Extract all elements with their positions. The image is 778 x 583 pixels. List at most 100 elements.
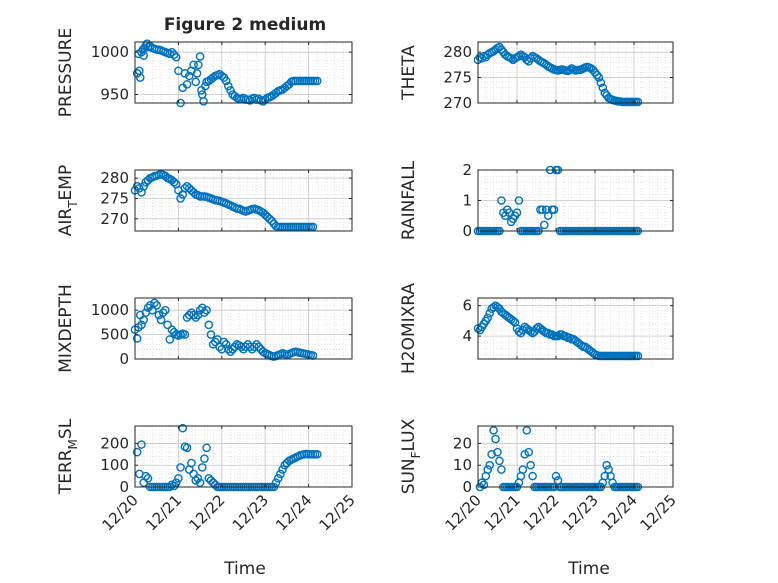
data-point: [276, 469, 285, 479]
y-tick-label: 500: [100, 326, 129, 344]
axes-box: [134, 169, 353, 232]
data-point: [485, 460, 495, 470]
y-tick-label: 200: [100, 434, 129, 452]
data-point: [543, 211, 553, 221]
y-tick-label: 100: [100, 456, 129, 474]
y-tick-label: 1: [462, 192, 472, 210]
data-point: [312, 450, 322, 459]
data-point: [273, 473, 283, 483]
data-point: [150, 298, 159, 308]
data-point: [280, 460, 290, 470]
data-point: [489, 426, 498, 435]
x-axis-label-left: Time: [223, 559, 266, 579]
data-point: [592, 70, 602, 80]
data-point: [202, 305, 211, 315]
data-point: [169, 50, 179, 60]
data-point: [171, 478, 181, 487]
data-point: [226, 85, 235, 95]
y-tick-label: 6: [462, 297, 472, 315]
x-axis-label-right: Time: [567, 559, 610, 579]
data-point: [271, 478, 281, 487]
data-point: [148, 305, 157, 315]
y-tick-label: 280: [100, 169, 129, 187]
data-point: [158, 308, 168, 317]
data-point: [195, 52, 205, 61]
data-point: [171, 52, 181, 62]
data-point: [137, 320, 146, 330]
data-point: [152, 301, 161, 310]
y-tick-label: 10: [453, 456, 472, 474]
data-point: [191, 313, 201, 322]
data-point: [493, 447, 502, 457]
data-point: [278, 465, 287, 474]
data-point: [189, 310, 198, 320]
data-point: [184, 71, 194, 81]
data-point: [518, 465, 528, 474]
y-tick-label: 0: [462, 478, 472, 496]
data-point: [265, 214, 274, 224]
data-point: [139, 315, 148, 325]
data-point: [512, 208, 522, 217]
data-point: [312, 76, 322, 86]
data-point: [479, 480, 489, 490]
y-axis-label: MIXDEPTH: [56, 284, 76, 373]
data-point: [514, 51, 524, 61]
data-point: [514, 327, 524, 336]
data-point: [224, 81, 233, 91]
data-point: [193, 473, 203, 483]
data-point: [598, 83, 608, 93]
data-point: [228, 344, 237, 354]
data-point: [226, 347, 235, 356]
y-tick-label: 0: [462, 222, 472, 240]
data-point: [187, 458, 196, 468]
axes-box: [477, 41, 674, 104]
data-point: [258, 347, 268, 356]
data-point: [514, 196, 524, 205]
data-point: [271, 88, 281, 98]
subplot-4: 0 1 2 RAINFALL: [399, 160, 674, 240]
data-point: [497, 465, 506, 474]
data-point: [526, 460, 535, 470]
data-point: [633, 351, 643, 361]
axes-box: [134, 41, 353, 104]
y-tick-label: 0: [119, 478, 129, 496]
y-tick-label: 0: [119, 350, 129, 368]
axes-box: [134, 425, 353, 488]
data-point: [206, 476, 216, 485]
data-point: [197, 303, 207, 313]
data-point: [165, 335, 175, 344]
y-tick-label: 1000: [91, 301, 129, 319]
data-point: [167, 325, 177, 335]
data-point: [219, 337, 229, 347]
data-point: [549, 205, 559, 214]
data-point: [602, 460, 612, 470]
axes-box: [134, 297, 353, 360]
data-point: [204, 320, 214, 330]
y-axis-label: THETA: [399, 45, 419, 101]
data-point: [139, 181, 148, 191]
data-point: [191, 77, 201, 87]
data-point: [594, 73, 604, 82]
y-axis-label: TERRMSL: [56, 418, 80, 495]
data-point: [282, 81, 292, 91]
subplot-5: 0 500 1000 MIXDEPTH: [56, 284, 353, 373]
data-point: [192, 69, 202, 78]
data-point: [532, 324, 541, 333]
y-tick-label: 270: [443, 94, 472, 112]
data-point: [176, 194, 185, 203]
data-point: [174, 473, 183, 483]
data-point: [137, 440, 146, 449]
data-point: [199, 97, 208, 106]
y-tick-label: 950: [100, 86, 129, 104]
data-point: [551, 471, 561, 481]
data-point: [522, 426, 532, 435]
data-point: [180, 330, 190, 339]
y-tick-label: 2: [462, 161, 472, 179]
data-point: [135, 183, 144, 193]
axes-box: [477, 425, 674, 488]
data-point: [254, 342, 263, 352]
data-point: [194, 60, 203, 70]
data-point: [182, 80, 192, 89]
y-tick-label: 20: [453, 434, 472, 452]
